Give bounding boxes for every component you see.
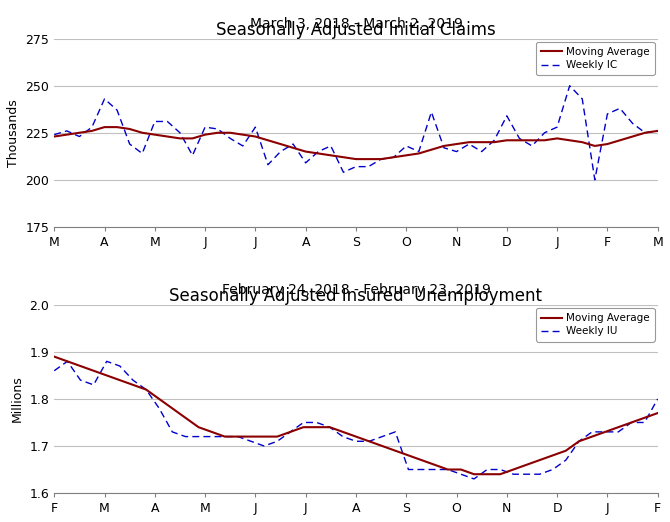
- Title: Seasonally Adjusted Initial Claims: Seasonally Adjusted Initial Claims: [216, 21, 496, 39]
- Y-axis label: Thousands: Thousands: [7, 99, 20, 167]
- Text: February 24, 2018 - February 23, 2019: February 24, 2018 - February 23, 2019: [222, 283, 490, 298]
- Y-axis label: Millions: Millions: [11, 376, 24, 422]
- Title: Seasonally Adjusted Insured  Unemployment: Seasonally Adjusted Insured Unemployment: [170, 287, 543, 305]
- Legend: Moving Average, Weekly IU: Moving Average, Weekly IU: [535, 308, 655, 341]
- Text: March 3, 2018 - March 2, 2019: March 3, 2018 - March 2, 2019: [249, 17, 462, 31]
- Legend: Moving Average, Weekly IC: Moving Average, Weekly IC: [535, 42, 655, 75]
